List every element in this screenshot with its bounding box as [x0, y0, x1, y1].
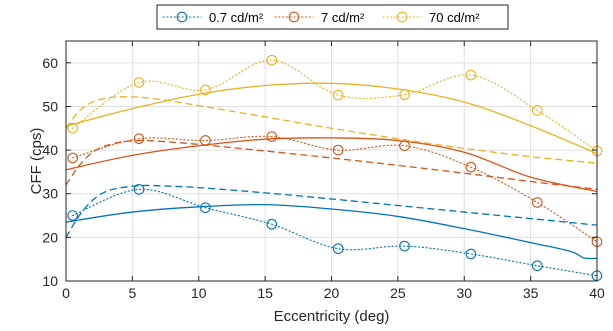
- y-tick-label: 30: [42, 186, 58, 202]
- legend-marker: [396, 11, 408, 23]
- data-point-marker: [67, 210, 78, 221]
- data-point-marker: [200, 84, 211, 96]
- data-point-marker: [465, 248, 477, 260]
- legend-label: 0.7 cd/m²: [209, 10, 264, 25]
- clipped-series: [66, 59, 597, 277]
- x-tick-label: 15: [257, 285, 273, 301]
- data-point-marker: [531, 197, 543, 208]
- data-point-marker: [266, 54, 278, 66]
- x-tick-label: 25: [390, 285, 406, 301]
- data-point-marker: [332, 144, 344, 156]
- y-tick-label: 60: [42, 55, 58, 71]
- x-tick-label: 20: [324, 285, 340, 301]
- data-point-marker: [399, 240, 410, 252]
- legend-marker: [288, 11, 300, 23]
- data-point-marker: [266, 218, 278, 230]
- data-point-marker: [465, 161, 477, 173]
- data-point-marker: [531, 260, 543, 272]
- data-point-marker: [133, 184, 145, 195]
- fit-dashed-line: [66, 184, 597, 238]
- fit-solid-line: [66, 137, 597, 193]
- data-point-marker: [399, 140, 410, 152]
- data-point-marker: [531, 105, 543, 116]
- series-3: [66, 59, 597, 164]
- data-point-marker: [67, 152, 78, 164]
- legend: 0.7 cd/m² 7 cd/m² 70 cd/m²: [156, 4, 509, 30]
- legend-box: [156, 4, 509, 30]
- fit-solid-line: [66, 82, 597, 155]
- plot-area: [66, 54, 603, 282]
- data-point-marker: [332, 243, 344, 255]
- series-2: [66, 135, 597, 243]
- y-tick-label: 10: [42, 273, 58, 289]
- data-point-marker: [133, 133, 145, 145]
- x-tick-label: 30: [456, 285, 472, 301]
- axis-ticks: 0 5 10 15 20 25 30 35 40 10 20 30 40 50 60: [42, 41, 605, 301]
- x-tick-label: 35: [523, 285, 539, 301]
- legend-label: 70 cd/m²: [429, 10, 480, 25]
- fit-solid-line: [66, 203, 597, 260]
- data-point-marker: [133, 77, 145, 88]
- x-tick-label: 5: [128, 285, 136, 301]
- legend-label: 7 cd/m²: [321, 10, 365, 25]
- x-tick-label: 10: [191, 285, 207, 301]
- series-1: [66, 184, 597, 277]
- x-tick-label: 0: [62, 285, 70, 301]
- data-point-marker: [465, 69, 477, 81]
- data-point-marker: [67, 122, 78, 134]
- data-point-marker: [266, 131, 278, 142]
- data-point-marker: [200, 202, 211, 214]
- y-axis-label: CFF (cps): [28, 128, 45, 195]
- legend-item: 70 cd/m²: [382, 10, 480, 25]
- data-point-marker: [332, 89, 344, 101]
- measured-dotted-line: [72, 135, 597, 243]
- legend-marker: [176, 11, 188, 23]
- x-axis-label: Eccentricity (deg): [274, 308, 390, 325]
- x-tick-label: 40: [589, 285, 605, 301]
- fit-dashed-line: [66, 96, 597, 164]
- y-tick-label: 40: [42, 142, 58, 158]
- data-point-marker: [200, 135, 211, 146]
- measured-dotted-line: [72, 59, 597, 152]
- y-tick-label: 20: [42, 229, 58, 245]
- data-point-marker: [399, 89, 410, 101]
- legend-item: 0.7 cd/m²: [162, 10, 264, 25]
- legend-item: 7 cd/m²: [274, 10, 365, 25]
- y-tick-label: 50: [42, 98, 58, 114]
